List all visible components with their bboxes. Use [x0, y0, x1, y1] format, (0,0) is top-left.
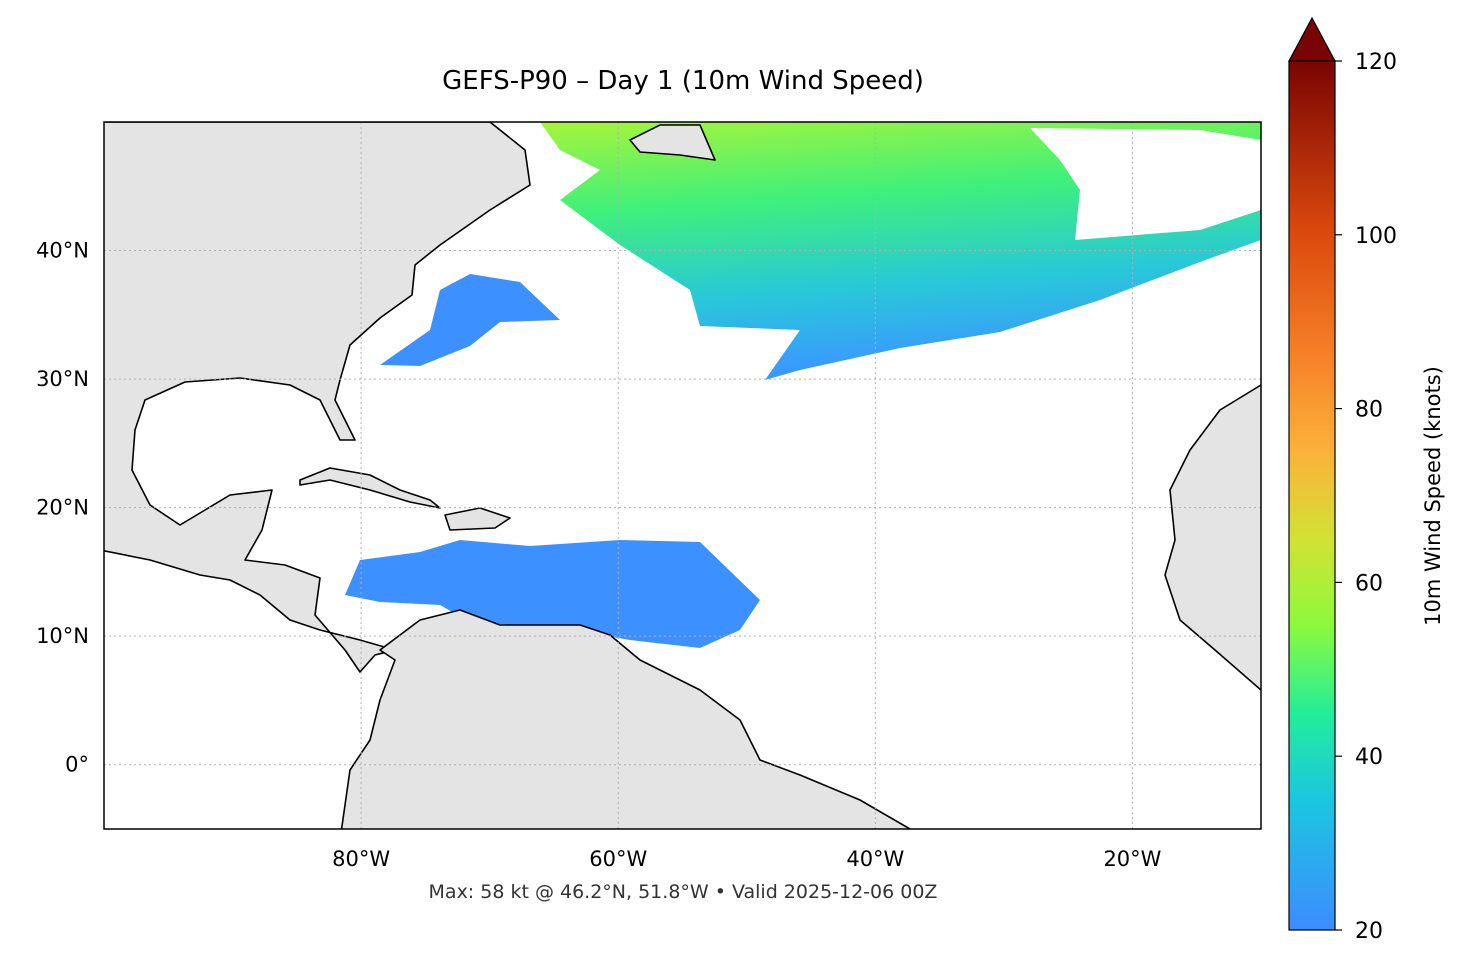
wind-field-caribbean [345, 540, 760, 648]
lat-tick-label: 10°N [36, 624, 89, 648]
colorbar-tick-label: 100 [1355, 224, 1397, 249]
land-newfoundland [629, 124, 716, 161]
map-frame [103, 121, 1262, 830]
lon-tick-label: 60°W [589, 847, 647, 871]
wind-field-gulf-stream [380, 274, 560, 366]
colorbar-tick-label: 40 [1355, 745, 1383, 770]
colorbar [1288, 60, 1336, 931]
lat-tick-label: 0° [65, 753, 89, 777]
map-ticks: 80°W 60°W 40°W 20°W 0° 10°N 20°N 30°N 40°N [36, 239, 1162, 871]
lon-tick-label: 20°W [1103, 847, 1161, 871]
lon-tick-label: 40°W [846, 847, 904, 871]
colorbar-tick-label: 120 [1355, 50, 1397, 75]
lat-tick-label: 40°N [36, 239, 89, 263]
colorbar-ticks: 20 40 60 80 100 120 [1335, 50, 1397, 944]
land-south-america [340, 609, 911, 829]
land-africa [1164, 384, 1261, 691]
lat-tick-label: 30°N [36, 367, 89, 391]
colorbar-tick-label: 80 [1355, 398, 1383, 423]
land-north-america [104, 122, 531, 673]
colorbar-label: 10m Wind Speed (knots) [1421, 366, 1445, 626]
colorbar-tick-label: 60 [1355, 571, 1383, 596]
lon-tick-label: 80°W [332, 847, 390, 871]
lat-tick-label: 20°N [36, 496, 89, 520]
colorbar-extend-arrow [1287, 16, 1337, 62]
map-area [104, 122, 1261, 829]
map-title: GEFS-P90 – Day 1 (10m Wind Speed) [442, 66, 924, 96]
land-hispaniola [444, 507, 511, 531]
footer-note: Max: 58 kt @ 46.2°N, 51.8°W • Valid 2025… [429, 881, 938, 903]
colorbar-tick-label: 20 [1355, 919, 1383, 944]
